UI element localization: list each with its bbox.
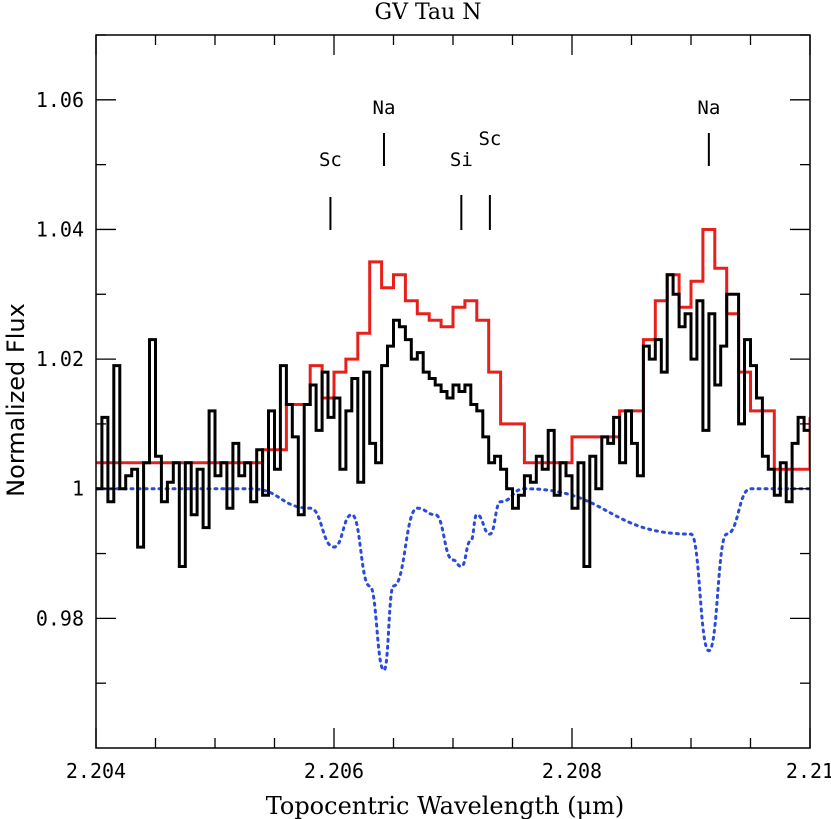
y-tick-label: 1.04 bbox=[36, 217, 84, 241]
line-id-label: Si bbox=[450, 149, 473, 171]
series-line-model bbox=[96, 487, 810, 672]
series-line-observed-red- bbox=[96, 228, 810, 471]
y-tick-label: 1 bbox=[72, 477, 84, 501]
x-tick-label: 2.204 bbox=[66, 759, 126, 783]
plot-area: 2.204 2.206 2.208 2.21 0.98 1 1.02 1.04 1.06 Sc Na… bbox=[36, 34, 831, 783]
x-tick-label: 2.206 bbox=[304, 759, 364, 783]
series-line-observed-black- bbox=[96, 273, 810, 568]
y-tick-label: 0.98 bbox=[36, 606, 84, 630]
line-id-label: Sc bbox=[319, 149, 342, 171]
x-tick-label: 2.208 bbox=[542, 759, 602, 783]
y-tick-label: 1.02 bbox=[36, 347, 84, 371]
series-group bbox=[96, 228, 810, 672]
y-axis-label: Normalized Flux bbox=[2, 303, 30, 497]
line-id-label: Sc bbox=[478, 128, 501, 150]
line-id-label: Na bbox=[373, 97, 396, 119]
line-id-label: Na bbox=[697, 97, 720, 119]
y-tick-label: 1.06 bbox=[36, 88, 84, 112]
x-tick-label: 2.21 bbox=[786, 759, 831, 783]
x-axis-label: Topocentric Wavelength (μm) bbox=[266, 792, 625, 819]
chart-title: GV Tau N bbox=[375, 0, 482, 25]
